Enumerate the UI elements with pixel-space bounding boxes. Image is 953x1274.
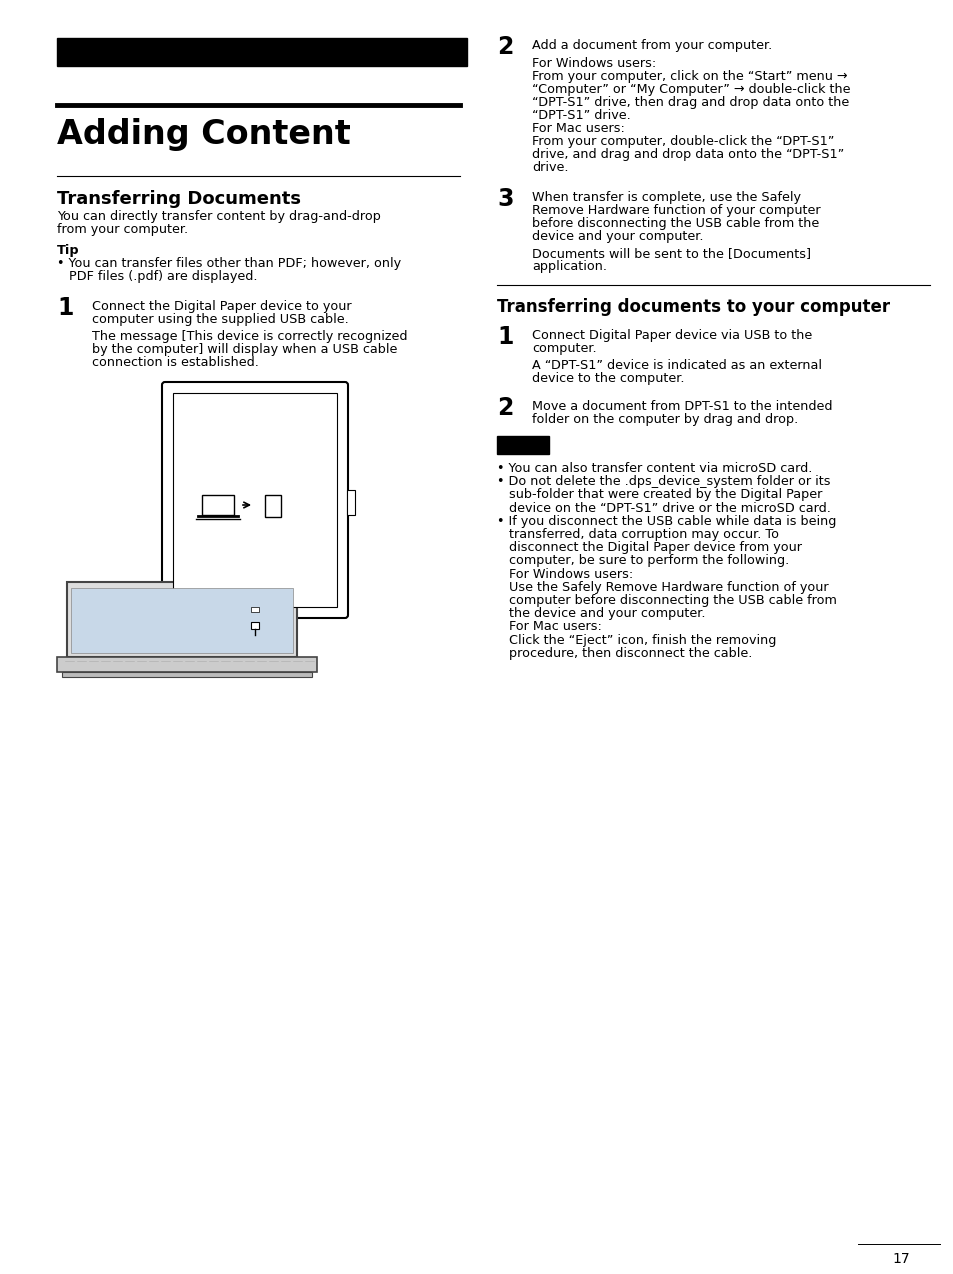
Bar (57, 38, 467, 66)
Text: device to the computer.: device to the computer. (532, 372, 684, 385)
Text: the device and your computer.: the device and your computer. (497, 608, 705, 620)
Text: The message [This device is correctly recognized: The message [This device is correctly re… (91, 330, 407, 343)
Text: Click the “Eject” icon, finish the removing: Click the “Eject” icon, finish the remov… (497, 633, 776, 647)
Text: computer using the supplied USB cable.: computer using the supplied USB cable. (91, 313, 349, 326)
Bar (172, 392, 336, 606)
Text: disconnect the Digital Paper device from your: disconnect the Digital Paper device from… (497, 541, 801, 554)
Text: • You can transfer files other than PDF; however, only: • You can transfer files other than PDF;… (57, 257, 400, 270)
Text: Check completion of file transfer by computer before detaching USB cable.: Check completion of file transfer by com… (172, 541, 336, 547)
Text: connection is established.: connection is established. (91, 355, 258, 369)
Text: device on the “DPT-S1” drive or the microSD card.: device on the “DPT-S1” drive or the micr… (497, 502, 830, 515)
Text: You can directly transfer content by drag-and-drop: You can directly transfer content by dra… (57, 210, 380, 223)
Text: Note: Note (502, 440, 536, 452)
Bar (71, 589, 293, 654)
Text: For Windows users:: For Windows users: (532, 57, 656, 70)
Text: ♠: ♠ (252, 643, 258, 648)
Text: 17: 17 (891, 1252, 908, 1266)
Text: This device is correctly recognized by the computer.: This device is correctly recognized by t… (186, 533, 324, 538)
Text: computer before disconnecting the USB cable from: computer before disconnecting the USB ca… (497, 594, 836, 606)
FancyBboxPatch shape (162, 382, 348, 618)
Text: 2: 2 (497, 396, 513, 420)
Text: 2: 2 (497, 34, 513, 59)
Bar (497, 436, 548, 454)
Text: Connect Digital Paper device via USB to the: Connect Digital Paper device via USB to … (532, 329, 811, 341)
Text: Adding/Getting Content: Adding/Getting Content (67, 45, 253, 59)
Text: device and your computer.: device and your computer. (532, 231, 702, 243)
Text: For Windows users:: For Windows users: (497, 568, 633, 581)
Text: procedure, then disconnect the cable.: procedure, then disconnect the cable. (497, 647, 752, 660)
Text: Connect the Digital Paper device to your: Connect the Digital Paper device to your (91, 299, 352, 313)
Text: Transferring Documents: Transferring Documents (57, 190, 301, 208)
Bar (67, 582, 296, 657)
Text: From your computer, click on the “Start” menu →: From your computer, click on the “Start”… (532, 70, 846, 83)
Text: sub-folder that were created by the Digital Paper: sub-folder that were created by the Digi… (497, 488, 821, 502)
Bar (347, 490, 355, 515)
Text: 1: 1 (497, 325, 513, 349)
Text: • If you disconnect the USB cable while data is being: • If you disconnect the USB cable while … (497, 515, 836, 527)
Text: Move a document from DPT-S1 to the intended: Move a document from DPT-S1 to the inten… (532, 400, 832, 413)
Text: transferred, data corruption may occur. To: transferred, data corruption may occur. … (497, 527, 779, 541)
Text: 1: 1 (57, 296, 73, 320)
Bar (57, 657, 316, 671)
Text: computer, be sure to perform the following.: computer, be sure to perform the followi… (497, 554, 788, 567)
Text: For Mac users:: For Mac users: (532, 122, 624, 135)
Text: “Computer” or “My Computer” → double-click the: “Computer” or “My Computer” → double-cli… (532, 83, 850, 96)
Text: • Do not delete the .dps_device_system folder or its: • Do not delete the .dps_device_system f… (497, 475, 830, 488)
Text: from your computer.: from your computer. (57, 223, 188, 236)
Text: “DPT-S1” drive.: “DPT-S1” drive. (532, 110, 630, 122)
Text: before disconnecting the USB cable from the: before disconnecting the USB cable from … (532, 217, 819, 231)
Text: computer.: computer. (532, 341, 596, 355)
Text: A “DPT-S1” device is indicated as an external: A “DPT-S1” device is indicated as an ext… (532, 359, 821, 372)
Text: Documents will be sent to the [Documents]: Documents will be sent to the [Documents… (532, 247, 810, 260)
Text: 3: 3 (497, 187, 513, 211)
Text: by the computer] will display when a USB cable: by the computer] will display when a USB… (91, 343, 397, 355)
Text: When transfer is complete, use the Safely: When transfer is complete, use the Safel… (532, 191, 801, 204)
Text: Transferring documents to your computer: Transferring documents to your computer (497, 298, 889, 316)
Text: application.: application. (532, 260, 606, 273)
Text: • You can also transfer content via microSD card.: • You can also transfer content via micr… (497, 462, 812, 475)
Bar (62, 671, 312, 676)
Bar (265, 496, 281, 517)
Text: Remove Hardware function of your computer: Remove Hardware function of your compute… (532, 204, 820, 217)
Text: drive.: drive. (532, 161, 568, 175)
Text: For Mac users:: For Mac users: (497, 620, 601, 633)
Text: folder on the computer by drag and drop.: folder on the computer by drag and drop. (532, 413, 798, 426)
Bar (251, 622, 258, 629)
Text: Use the Safely Remove Hardware function of your: Use the Safely Remove Hardware function … (497, 581, 828, 594)
Text: Tip: Tip (57, 245, 79, 257)
Text: PDF files (.pdf) are displayed.: PDF files (.pdf) are displayed. (57, 270, 257, 283)
Text: drive, and drag and drop data onto the “DPT-S1”: drive, and drag and drop data onto the “… (532, 148, 843, 161)
Text: From your computer, double-click the “DPT-S1”: From your computer, double-click the “DP… (532, 135, 834, 148)
Bar (202, 496, 233, 515)
Text: Add a document from your computer.: Add a document from your computer. (532, 39, 771, 52)
Bar (251, 606, 258, 612)
Text: “DPT-S1” drive, then drag and drop data onto the: “DPT-S1” drive, then drag and drop data … (532, 96, 848, 110)
Text: Adding Content: Adding Content (57, 118, 351, 152)
